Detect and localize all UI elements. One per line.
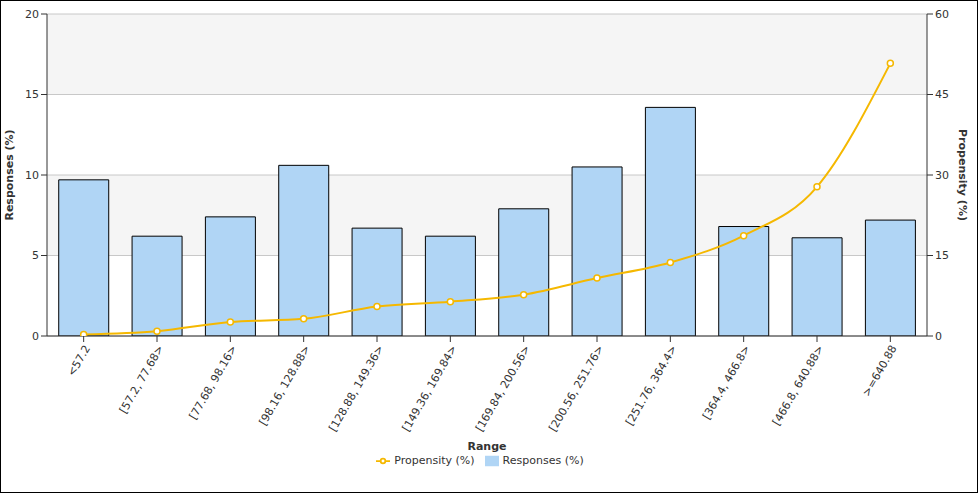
svg-text:30: 30 xyxy=(935,169,949,182)
svg-text:45: 45 xyxy=(935,88,949,101)
svg-text:[128.88, 149.36>: [128.88, 149.36> xyxy=(326,343,386,434)
svg-text:[364.4, 466.8>: [364.4, 466.8> xyxy=(700,343,753,422)
svg-text:[251.76, 364.4>: [251.76, 364.4> xyxy=(623,343,680,428)
svg-text:Range: Range xyxy=(467,440,506,453)
svg-text:[466.8, 640.88>: [466.8, 640.88> xyxy=(770,343,827,428)
svg-text:5: 5 xyxy=(32,249,39,262)
svg-text:<57.2: <57.2 xyxy=(65,343,93,379)
svg-text:0: 0 xyxy=(935,330,942,343)
svg-text:[149.36, 169.84>: [149.36, 169.84> xyxy=(400,343,460,434)
svg-text:Responses (%): Responses (%) xyxy=(8,129,16,220)
svg-text:60: 60 xyxy=(935,8,949,21)
svg-text:20: 20 xyxy=(25,8,39,21)
html-text:Propensity (%): Propensity (%) xyxy=(394,454,475,467)
svg-text:0: 0 xyxy=(32,330,39,343)
svg-text:>=640.88: >=640.88 xyxy=(860,343,900,399)
svg-text:15: 15 xyxy=(25,88,39,101)
svg-text:[98.16, 128.88>: [98.16, 128.88> xyxy=(257,343,314,428)
html-text:Responses (%): Responses (%) xyxy=(502,454,584,467)
svg-text:[200.56, 251.76>: [200.56, 251.76> xyxy=(546,343,606,434)
svg-text:[77.68, 98.16>: [77.68, 98.16> xyxy=(187,343,240,422)
svg-text:Propensity (%): Propensity (%) xyxy=(956,129,969,221)
svg-text:[169.84, 200.56>: [169.84, 200.56> xyxy=(473,343,533,434)
svg-text:15: 15 xyxy=(935,249,949,262)
svg-text:10: 10 xyxy=(25,169,39,182)
svg-text:[57.2, 77.68>: [57.2, 77.68> xyxy=(117,343,167,416)
